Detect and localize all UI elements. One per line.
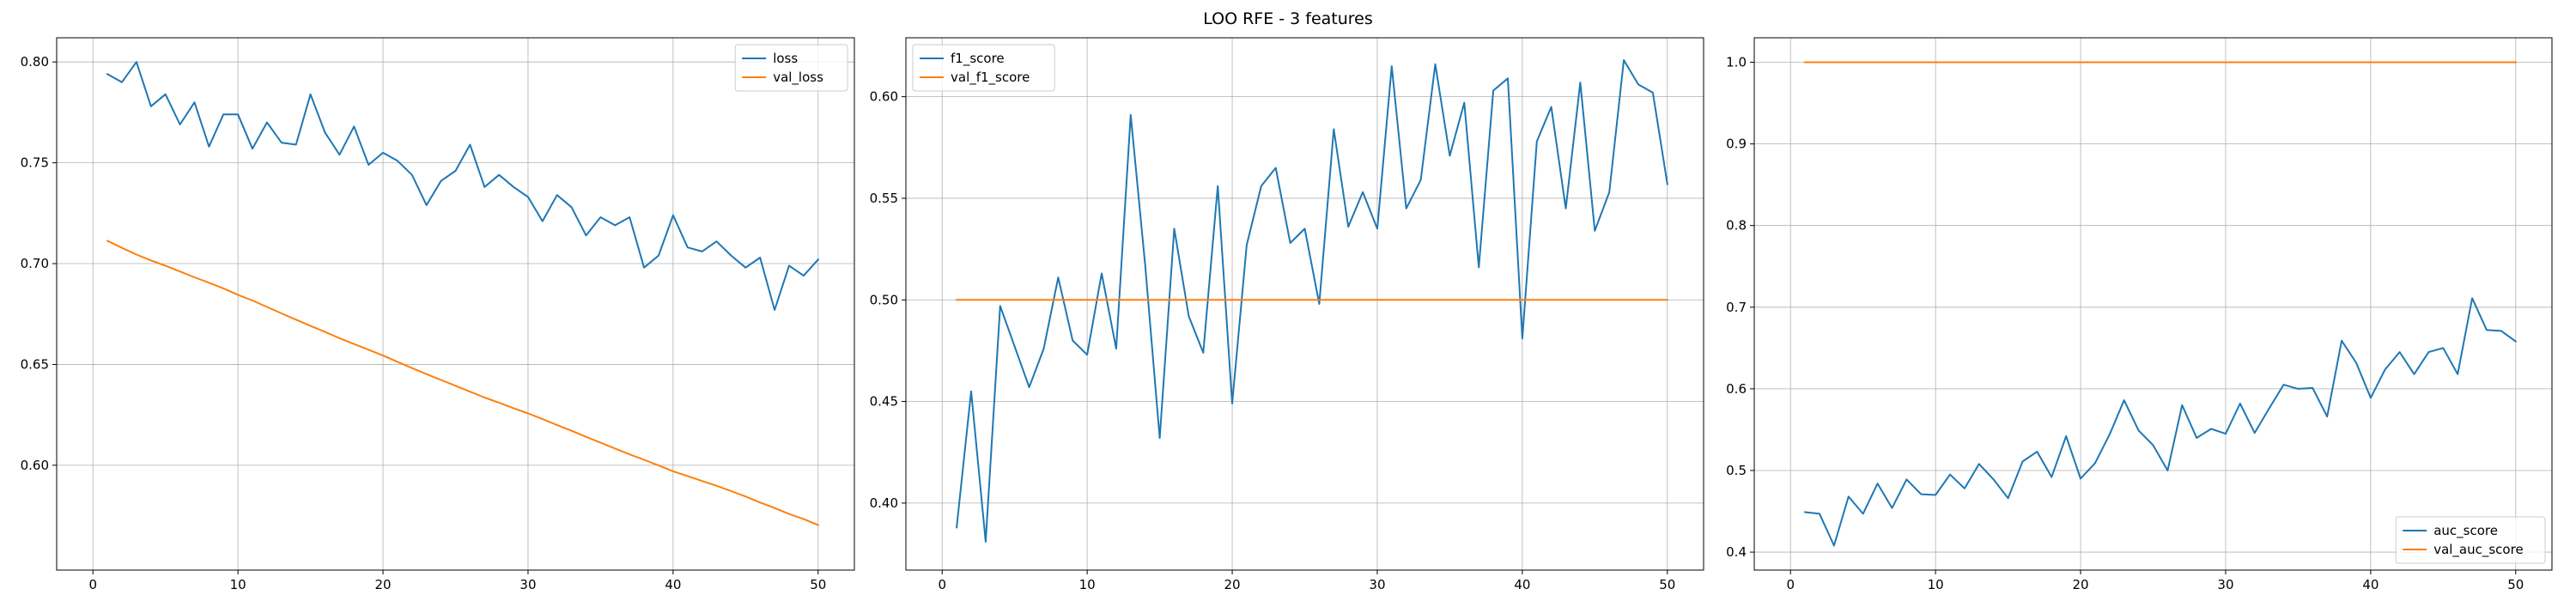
x-tick-label: 40 xyxy=(2362,577,2379,592)
y-tick-label: 0.75 xyxy=(21,155,49,171)
x-tick-label: 40 xyxy=(665,577,681,592)
y-tick-label: 0.55 xyxy=(870,191,898,206)
legend-label-f1_score: f1_score xyxy=(951,51,1005,67)
x-tick-label: 20 xyxy=(2072,577,2088,592)
subplot-2: 0 10 20 30 40 50 0.40 0.45 0.50 0.55 0.60 f1_scorev… xyxy=(870,37,1704,592)
legend-label-val_loss: val_loss xyxy=(773,70,823,86)
x-tick-label: 10 xyxy=(230,577,246,592)
x-tick-label: 50 xyxy=(810,577,826,592)
legend-frame xyxy=(912,44,1055,92)
y-tick-label: 0.8 xyxy=(1726,218,1747,234)
y-tick-label: 0.7 xyxy=(1726,300,1747,315)
y-tick-label: 0.5 xyxy=(1726,463,1747,478)
legend-label-loss: loss xyxy=(773,51,798,66)
y-tick-label: 0.4 xyxy=(1726,544,1747,560)
legend: loss val_loss xyxy=(734,44,848,92)
axes-frame xyxy=(1753,37,2553,571)
x-tick-label: 40 xyxy=(1514,577,1530,592)
axes-frame xyxy=(56,37,855,571)
x-tick-label: 30 xyxy=(519,577,536,592)
legend-frame xyxy=(2395,516,2546,564)
y-tick-label: 0.60 xyxy=(870,89,898,105)
x-tick-label: 0 xyxy=(938,577,946,592)
x-tick-label: 20 xyxy=(1224,577,1240,592)
x-tick-label: 50 xyxy=(2507,577,2524,592)
y-tick-label: 0.60 xyxy=(21,458,49,473)
axes-frame xyxy=(905,37,1704,571)
legend-label-val_f1_score: val_f1_score xyxy=(951,70,1030,86)
y-tick-label: 0.45 xyxy=(870,394,898,410)
legend-frame xyxy=(734,44,848,92)
x-tick-label: 0 xyxy=(1786,577,1795,592)
subplot-1: 0 10 20 30 40 50 0.60 0.65 0.70 0.75 0.80 loss val_l… xyxy=(21,37,855,592)
x-tick-label: 10 xyxy=(1079,577,1096,592)
legend: f1_score val_f1_score xyxy=(912,44,1055,92)
figure-title: LOO RFE - 3 features xyxy=(1203,9,1373,28)
series-line-auc_score xyxy=(1803,297,2518,547)
series-line-loss xyxy=(106,61,820,311)
series-line-f1_score xyxy=(955,59,1668,543)
x-tick-label: 0 xyxy=(88,577,97,592)
legend-label-auc_score: auc_score xyxy=(2433,523,2498,539)
legend-label-val_auc_score: val_auc_score xyxy=(2433,542,2524,558)
series-line-val_loss xyxy=(106,240,820,526)
x-tick-label: 10 xyxy=(1928,577,1944,592)
subplot-3: 0 10 20 30 40 50 0.4 0.5 0.6 0.7 0.8 0.9 1.0 auc_scor… xyxy=(1726,37,2553,592)
x-tick-label: 20 xyxy=(374,577,391,592)
y-tick-label: 0.80 xyxy=(21,54,49,70)
y-tick-label: 0.65 xyxy=(21,356,49,372)
y-tick-label: 1.0 xyxy=(1726,55,1747,70)
y-tick-label: 0.6 xyxy=(1726,381,1747,397)
x-tick-label: 50 xyxy=(1659,577,1675,592)
y-tick-label: 0.70 xyxy=(21,256,49,271)
x-tick-label: 30 xyxy=(2217,577,2233,592)
y-tick-label: 0.40 xyxy=(870,495,898,511)
subplots: 0 10 20 30 40 500.600.650.700.750.80 lossval_l… xyxy=(21,37,2553,592)
x-tick-label: 30 xyxy=(1369,577,1385,592)
y-tick-label: 0.50 xyxy=(870,292,898,307)
y-tick-label: 0.9 xyxy=(1726,137,1747,152)
legend: auc_score val_auc_score xyxy=(2395,516,2546,564)
